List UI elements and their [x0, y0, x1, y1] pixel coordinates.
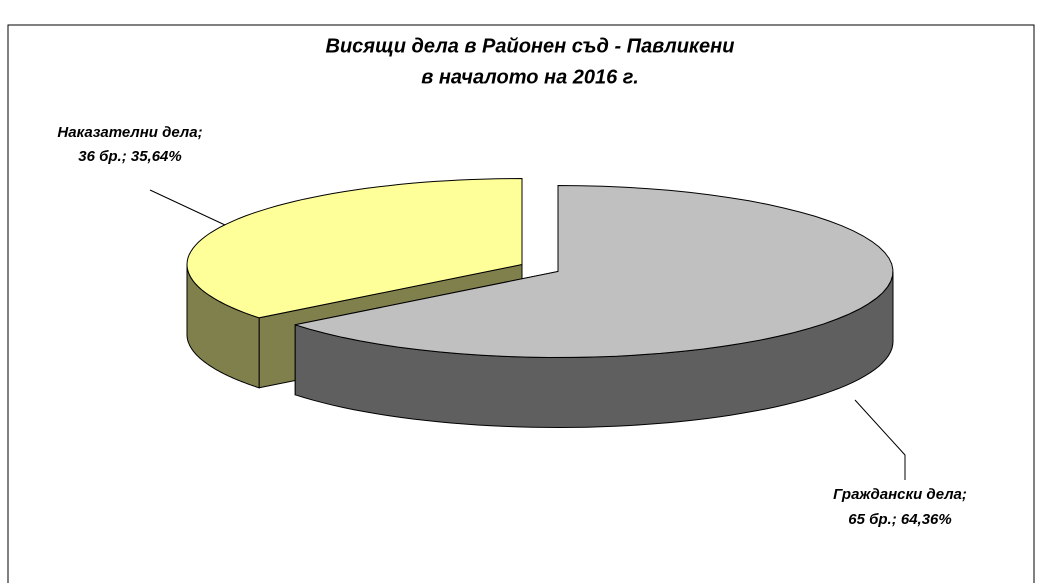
leader-line	[854, 399, 906, 480]
chart-title: в началото на 2016 г.	[421, 66, 639, 88]
slice-label: Наказателни дела;	[57, 124, 202, 141]
leader-line	[149, 189, 226, 226]
slice-label: Граждански дела;	[833, 486, 967, 503]
chart-title: Висящи дела в Районен съд - Павликени	[326, 35, 735, 57]
pie	[186, 177, 894, 429]
pie-slice	[295, 184, 894, 359]
slice-value-label: 65 бр.; 64,36%	[848, 511, 952, 528]
pie-slice	[186, 177, 523, 319]
slice-value-label: 36 бр.; 35,64%	[78, 148, 182, 165]
